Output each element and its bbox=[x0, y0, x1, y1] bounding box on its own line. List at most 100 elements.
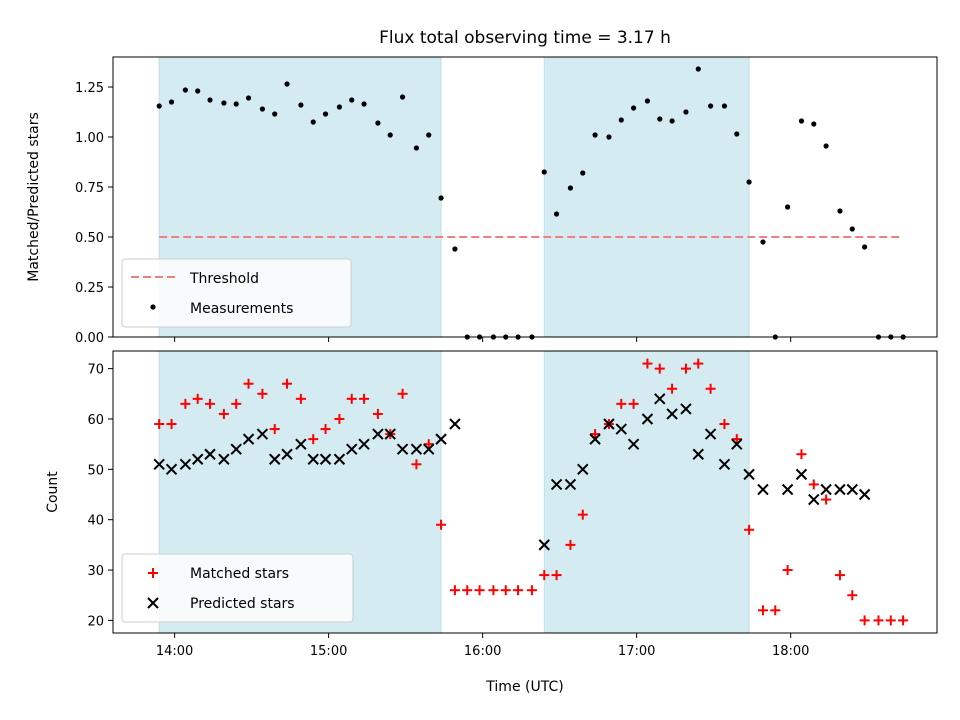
legend-threshold-label: Threshold bbox=[189, 271, 259, 287]
measurement-point bbox=[452, 246, 458, 252]
predicted-star-point bbox=[666, 408, 678, 420]
measurement-point bbox=[349, 97, 355, 103]
top-y-tick-label: 1.25 bbox=[75, 81, 104, 96]
matched-star-point bbox=[205, 398, 216, 409]
measurement-point bbox=[580, 170, 586, 176]
measurement-point bbox=[322, 111, 329, 117]
bottom-y-tick-label: 20 bbox=[87, 614, 104, 629]
measurement-point bbox=[657, 116, 663, 122]
matched-star-point bbox=[397, 388, 408, 399]
matched-star-point bbox=[642, 358, 653, 369]
measurement-point bbox=[683, 109, 689, 115]
bottom-x-tick-label: 17:00 bbox=[618, 644, 655, 659]
matched-star-point bbox=[282, 378, 293, 389]
predicted-star-point bbox=[295, 438, 307, 450]
measurement-point bbox=[644, 98, 651, 104]
predicted-star-point bbox=[192, 453, 204, 465]
matched-star-point bbox=[346, 393, 357, 404]
predicted-star-point bbox=[372, 428, 384, 440]
measurement-point bbox=[707, 103, 714, 109]
measurement-point bbox=[298, 102, 304, 108]
bottom-y-tick-label: 50 bbox=[87, 463, 104, 478]
top-axes-frame bbox=[112, 56, 938, 338]
matched-star-point bbox=[423, 439, 434, 450]
predicted-star-point bbox=[423, 443, 435, 455]
measurement-point bbox=[399, 94, 406, 100]
legend-matched-swatch bbox=[148, 568, 158, 578]
matched-star-point bbox=[898, 615, 909, 626]
measurement-point bbox=[387, 132, 393, 138]
bottom-legend: Matched stars Predicted stars bbox=[121, 553, 354, 623]
predicted-star-point bbox=[603, 418, 615, 430]
bottom-x-tick-label: 15:00 bbox=[310, 644, 347, 659]
predicted-star-point bbox=[333, 453, 346, 465]
predicted-star-point bbox=[384, 428, 396, 440]
predicted-star-point bbox=[179, 458, 192, 471]
matched-star-point bbox=[488, 585, 499, 596]
matched-star-point bbox=[462, 585, 473, 596]
matched-star-point bbox=[257, 388, 268, 399]
matched-star-point bbox=[808, 479, 819, 490]
measurement-point bbox=[438, 195, 444, 201]
matched-star-point bbox=[847, 590, 858, 601]
predicted-star-point bbox=[692, 448, 704, 460]
bottom-y-tick-label: 30 bbox=[87, 564, 104, 579]
predicted-star-point bbox=[396, 443, 409, 455]
predicted-star-point bbox=[654, 393, 666, 405]
measurement-point bbox=[259, 106, 265, 112]
predicted-star-point bbox=[435, 433, 447, 445]
matched-star-point bbox=[295, 393, 306, 404]
measurement-point bbox=[618, 117, 624, 123]
matched-star-point bbox=[180, 398, 191, 409]
matched-star-point bbox=[551, 570, 562, 581]
measurement-point bbox=[221, 100, 227, 106]
predicted-star-point bbox=[538, 539, 550, 551]
bottom-shaded-region-2 bbox=[543, 350, 750, 634]
matched-star-point bbox=[693, 358, 704, 369]
matched-star-point bbox=[334, 413, 345, 424]
top-x-ticks bbox=[174, 337, 792, 342]
matched-star-point bbox=[616, 398, 627, 409]
predicted-star-point bbox=[577, 463, 589, 476]
top-y-tick-label: 0.25 bbox=[75, 281, 104, 296]
bottom-count-points bbox=[153, 358, 909, 626]
matched-star-point bbox=[821, 494, 832, 505]
top-y-axis-label: Matched/Predicted stars bbox=[26, 112, 42, 282]
predicted-star-point bbox=[781, 483, 794, 496]
matched-star-point bbox=[757, 605, 768, 616]
top-legend: Threshold Measurements bbox=[121, 258, 352, 328]
matched-star-point bbox=[166, 419, 177, 430]
bottom-x-tick-label: 16:00 bbox=[464, 644, 501, 659]
measurement-point bbox=[541, 169, 547, 175]
predicted-star-point bbox=[281, 448, 293, 460]
top-measurement-points bbox=[156, 66, 906, 340]
measurement-point bbox=[734, 131, 740, 137]
measurement-point bbox=[284, 81, 290, 87]
legend-predicted-swatch bbox=[147, 597, 159, 609]
bottom-panel: 20 30 40 50 60 70 14:00 15:00 16:00 17:00 18:00 C… bbox=[45, 350, 938, 695]
measurement-point bbox=[849, 226, 855, 232]
matched-star-point bbox=[565, 539, 576, 550]
measurement-point bbox=[567, 185, 574, 191]
matched-star-point bbox=[577, 509, 588, 520]
top-panel: 0.00 0.25 0.50 0.75 1.00 1.25 Flux total obse… bbox=[26, 28, 938, 346]
measurement-point bbox=[426, 132, 432, 138]
matched-star-point bbox=[218, 408, 229, 419]
top-y-tick-label: 0.75 bbox=[75, 181, 104, 196]
measurement-point bbox=[182, 87, 188, 93]
matched-star-point bbox=[372, 408, 383, 419]
predicted-star-point bbox=[319, 453, 332, 465]
measurement-point bbox=[837, 208, 843, 214]
measurement-point bbox=[721, 103, 728, 109]
matched-star-point bbox=[526, 585, 537, 596]
measurement-point bbox=[630, 105, 637, 111]
matched-star-point bbox=[474, 585, 485, 596]
matched-star-point bbox=[359, 393, 370, 404]
predicted-star-point bbox=[346, 443, 358, 455]
matched-star-point bbox=[859, 615, 870, 626]
predicted-star-point bbox=[627, 438, 640, 450]
top-y-tick-label: 1.00 bbox=[75, 131, 104, 146]
predicted-star-point bbox=[680, 403, 692, 415]
predicted-star-point bbox=[834, 483, 846, 496]
